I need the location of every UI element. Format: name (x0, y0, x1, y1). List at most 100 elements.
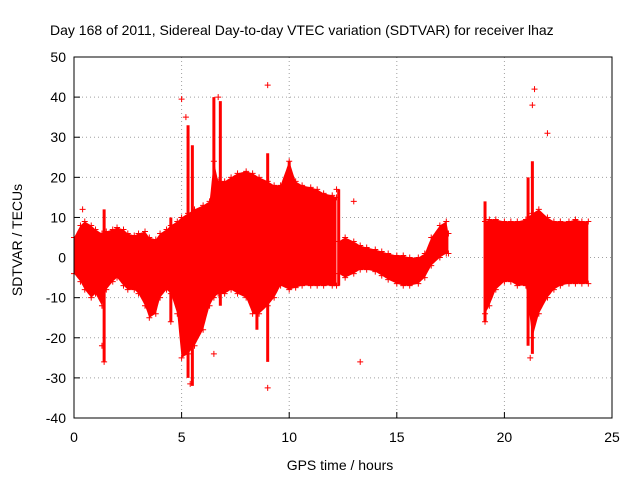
lower-point (221, 290, 228, 297)
chart-title: Day 168 of 2011, Sidereal Day-to-day VTE… (50, 22, 554, 38)
lower-point (174, 310, 181, 317)
lower-point (320, 282, 327, 289)
data-points (71, 82, 592, 391)
upper-point (146, 234, 153, 241)
lower-point (335, 270, 342, 277)
lower-point (529, 334, 536, 341)
lower-point (109, 278, 116, 285)
outlier-point (264, 82, 271, 89)
upper-point (200, 202, 207, 209)
lower-point (286, 286, 293, 293)
upper-point (174, 218, 181, 225)
upper-point (81, 218, 88, 225)
upper-point (264, 178, 271, 185)
lower-point (406, 282, 413, 289)
lower-point (585, 280, 592, 287)
lower-point (234, 290, 241, 297)
lower-point (522, 282, 529, 289)
lower-point (415, 280, 422, 287)
lower-point (363, 266, 370, 273)
upper-point (378, 248, 385, 255)
lower-point (228, 286, 235, 293)
lower-point (372, 268, 379, 275)
upper-point (271, 182, 278, 189)
upper-point (445, 230, 452, 237)
lower-point (264, 302, 271, 309)
upper-point (157, 230, 164, 237)
lower-point (178, 354, 185, 361)
y-tick-label: -30 (46, 370, 66, 386)
lower-point (486, 302, 493, 309)
upper-point (514, 218, 521, 225)
upper-point (131, 232, 138, 239)
upper-point (507, 218, 514, 225)
lower-point (385, 276, 392, 283)
upper-point (249, 170, 256, 177)
outlier-point (531, 86, 538, 93)
lower-point (436, 254, 443, 261)
upper-point (243, 168, 250, 175)
lower-point (114, 274, 121, 281)
upper-point (550, 218, 557, 225)
lower-point (210, 294, 217, 301)
x-tick-label: 0 (70, 429, 78, 445)
lower-point (342, 274, 349, 281)
lower-point (243, 294, 250, 301)
upper-point (163, 226, 170, 233)
outlier-point (215, 94, 222, 101)
upper-point (329, 192, 336, 199)
outlier-point (527, 354, 534, 361)
lower-point (271, 294, 278, 301)
upper-point (135, 230, 142, 237)
upper-point (185, 210, 192, 217)
upper-point (142, 228, 149, 235)
upper-point (114, 224, 121, 231)
lower-point (277, 282, 284, 289)
upper-point (77, 222, 84, 229)
upper-point (277, 182, 284, 189)
lower-point (535, 310, 542, 317)
upper-point (428, 234, 435, 241)
lower-point (507, 278, 514, 285)
upper-point (415, 254, 422, 261)
upper-point (393, 252, 400, 259)
lower-point (350, 270, 357, 277)
outlier-point (167, 318, 174, 325)
lower-point (400, 282, 407, 289)
upper-point (234, 170, 241, 177)
upper-point (522, 216, 529, 223)
lower-point (98, 302, 105, 309)
outlier-point (482, 318, 489, 325)
lower-point (135, 290, 142, 297)
upper-point (421, 250, 428, 257)
x-tick-label: 10 (281, 429, 297, 445)
lower-point (200, 326, 207, 333)
outlier-point (357, 358, 364, 365)
x-tick-label: 5 (178, 429, 186, 445)
upper-point (299, 182, 306, 189)
lower-point (120, 282, 127, 289)
lower-point (421, 274, 428, 281)
y-tick-label: -10 (46, 290, 66, 306)
upper-point (443, 218, 450, 225)
upper-point (572, 216, 579, 223)
outlier-point (264, 384, 271, 391)
upper-point (406, 254, 413, 261)
lower-point (550, 286, 557, 293)
sdtvar-band-2 (485, 209, 589, 338)
lower-point (357, 266, 364, 273)
lower-point (299, 282, 306, 289)
y-tick-label: 40 (50, 89, 66, 105)
upper-point (109, 226, 116, 233)
outlier-point (210, 350, 217, 357)
lower-point (152, 310, 159, 317)
upper-point (286, 158, 293, 165)
lower-point (249, 310, 256, 317)
lower-point (163, 286, 170, 293)
lower-point (492, 286, 499, 293)
upper-point (342, 234, 349, 241)
upper-point (400, 252, 407, 259)
outlier-point (529, 102, 536, 109)
upper-point (210, 158, 217, 165)
